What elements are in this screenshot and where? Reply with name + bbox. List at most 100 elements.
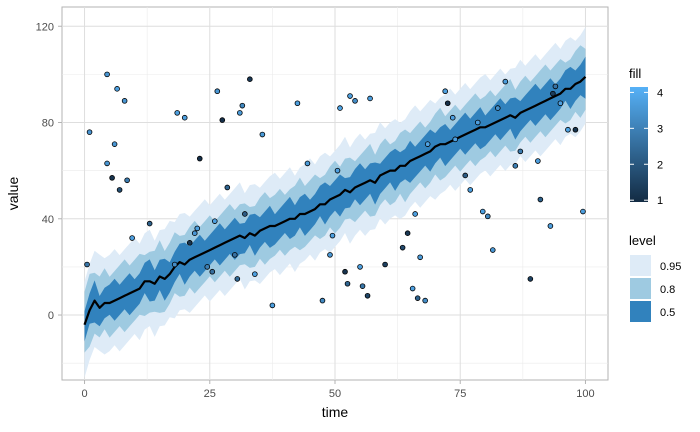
data-point <box>114 86 120 92</box>
data-point <box>474 119 481 126</box>
data-point <box>196 155 203 162</box>
fill-legend: fill 1 2 3 4 <box>629 66 663 207</box>
data-point <box>537 196 544 203</box>
median-line <box>83 75 587 326</box>
y-axis-ticks: 0 40 80 120 <box>36 21 62 322</box>
fill-legend-title: fill <box>629 66 641 81</box>
level-key-095 <box>630 255 651 276</box>
data-point <box>84 261 90 268</box>
data-point <box>334 167 341 174</box>
data-point <box>191 230 198 237</box>
data-point <box>357 264 363 270</box>
data-point <box>424 141 431 147</box>
data-point <box>204 264 211 270</box>
y-tick-label: 120 <box>36 21 54 33</box>
data-point <box>247 76 253 82</box>
data-point <box>484 213 491 220</box>
data-point <box>239 102 246 109</box>
data-point <box>359 283 366 289</box>
colorbar-tick-label: 1 <box>657 195 663 207</box>
data-point <box>412 211 418 217</box>
level-label-05: 0.5 <box>660 307 675 319</box>
y-tick-label: 40 <box>42 214 54 226</box>
colorbar-tick-label: 2 <box>657 159 663 171</box>
data-point <box>294 100 301 107</box>
data-point <box>502 78 509 85</box>
data-point <box>234 276 241 282</box>
data-point <box>344 280 351 287</box>
data-point <box>422 297 428 304</box>
colorbar-tick-label: 3 <box>657 123 663 135</box>
data-point <box>572 126 579 133</box>
fill-colorbar-ticks: 1 2 3 4 <box>630 87 663 207</box>
data-point <box>232 252 238 258</box>
data-point <box>269 302 276 309</box>
data-point <box>547 223 554 229</box>
data-point <box>442 88 449 95</box>
data-point <box>219 117 226 123</box>
data-point <box>557 100 564 107</box>
data-point <box>237 110 243 116</box>
data-point <box>224 184 231 191</box>
data-point <box>367 95 373 102</box>
level-label-08: 0.8 <box>660 284 675 296</box>
x-tick-label: 25 <box>204 388 216 400</box>
data-point <box>116 187 123 193</box>
colorbar-tick-label: 4 <box>657 87 663 99</box>
data-point <box>304 160 311 167</box>
data-point <box>194 225 201 232</box>
y-tick-label: 80 <box>42 118 54 130</box>
data-point <box>181 114 188 121</box>
data-point <box>259 131 266 138</box>
median-line-group <box>83 75 587 326</box>
x-tick-label: 50 <box>329 388 341 400</box>
data-point <box>209 268 216 275</box>
data-point <box>342 268 348 275</box>
data-point <box>479 208 486 215</box>
data-point <box>211 218 218 224</box>
data-point <box>414 295 421 301</box>
data-point <box>109 175 115 181</box>
data-point <box>104 71 110 78</box>
x-tick-label: 75 <box>454 388 466 400</box>
y-tick-label: 0 <box>48 310 54 322</box>
data-point <box>527 276 534 282</box>
data-point <box>174 110 181 116</box>
data-point <box>111 141 118 147</box>
data-point <box>417 254 423 261</box>
data-point <box>444 100 451 107</box>
data-point <box>352 98 358 104</box>
data-point <box>104 160 110 167</box>
data-point <box>364 292 371 299</box>
data-point <box>252 271 258 277</box>
data-point <box>467 187 474 193</box>
data-point <box>347 93 353 99</box>
data-point <box>580 208 586 215</box>
data-point <box>409 285 416 292</box>
data-point <box>382 261 388 268</box>
data-point <box>550 90 556 97</box>
level-label-095: 0.95 <box>660 261 681 273</box>
fill-colorbar <box>630 87 648 202</box>
x-tick-label: 100 <box>576 388 594 400</box>
data-point <box>214 88 221 95</box>
data-point <box>171 261 178 268</box>
data-point <box>329 232 336 239</box>
x-axis-title: time <box>322 404 349 420</box>
data-point <box>86 129 93 135</box>
data-point <box>565 126 571 133</box>
data-point <box>129 235 135 241</box>
data-point <box>404 230 411 237</box>
data-point <box>399 244 406 251</box>
data-point <box>494 105 501 111</box>
data-point <box>462 172 469 179</box>
data-point <box>121 98 128 104</box>
data-point <box>337 105 343 111</box>
data-point <box>146 220 153 227</box>
x-axis-ticks: 0 25 50 75 100 <box>81 380 595 400</box>
data-point <box>319 297 326 304</box>
data-point <box>124 177 130 184</box>
level-legend-title: level <box>629 233 656 248</box>
data-point <box>186 240 193 246</box>
